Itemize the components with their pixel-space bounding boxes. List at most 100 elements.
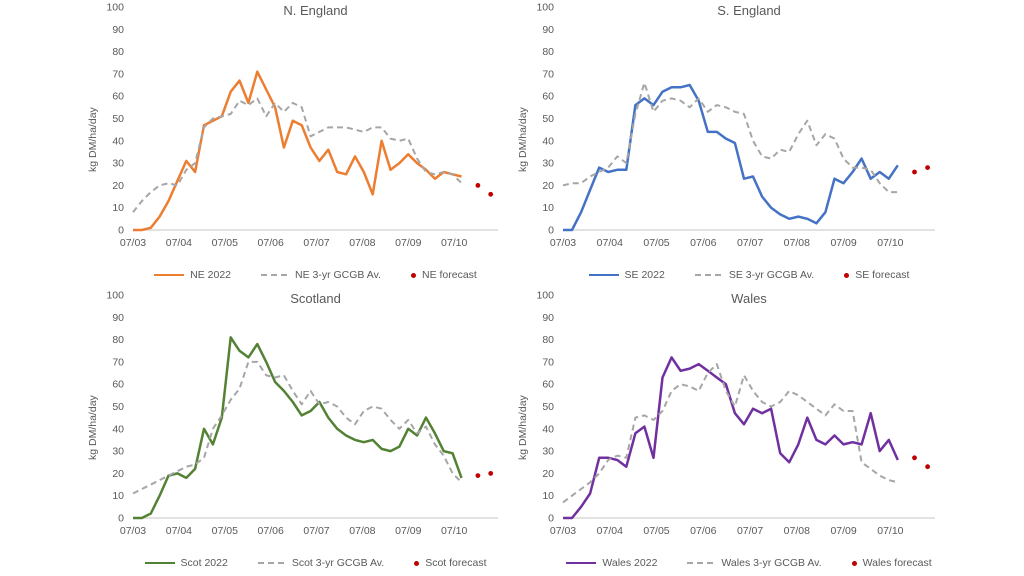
svg-text:10: 10 <box>112 202 124 214</box>
svg-text:80: 80 <box>542 46 554 58</box>
legend-item-average: SE 3-yr GCGB Av. <box>694 269 815 281</box>
chart-panel-s-england: 0 10 20 30 40 50 60 70 80 90 100 07/03 07/04 07/05 07/… <box>512 0 1024 288</box>
svg-text:90: 90 <box>112 312 124 324</box>
svg-text:80: 80 <box>112 46 124 58</box>
svg-text:07/04: 07/04 <box>597 237 623 249</box>
svg-text:07/06: 07/06 <box>258 237 284 249</box>
svg-text:07/07: 07/07 <box>737 525 763 537</box>
legend-label: Scot forecast <box>425 557 487 569</box>
chart-canvas-wales: 0 10 20 30 40 50 60 70 80 90 100 07/03 07/04 07/05 07/… <box>536 290 935 537</box>
legend-item-forecast: NE forecast <box>410 269 477 281</box>
svg-text:40: 40 <box>112 423 124 435</box>
legend-dashed-swatch <box>257 561 286 565</box>
svg-text:07/08: 07/08 <box>349 237 375 249</box>
svg-text:07/03: 07/03 <box>120 237 146 249</box>
svg-text:60: 60 <box>112 379 124 391</box>
svg-text:07/05: 07/05 <box>212 525 238 537</box>
svg-text:50: 50 <box>112 401 124 413</box>
y-axis-label: kg DM/ha/day <box>87 395 99 461</box>
svg-text:07/03: 07/03 <box>120 525 146 537</box>
svg-text:07/10: 07/10 <box>441 525 467 537</box>
svg-text:40: 40 <box>112 135 124 147</box>
svg-text:20: 20 <box>112 468 124 480</box>
chart-title-scotland: Scotland <box>290 291 341 306</box>
svg-text:50: 50 <box>542 401 554 413</box>
legend-line-swatch <box>154 273 185 277</box>
svg-text:100: 100 <box>106 290 124 302</box>
svg-text:10: 10 <box>542 202 554 214</box>
y-axis-label: kg DM/ha/day <box>517 395 529 461</box>
chart-legend: SE 2022 SE 3-yr GCGB Av. SE forecast <box>512 269 986 281</box>
svg-text:07/09: 07/09 <box>830 237 856 249</box>
svg-text:80: 80 <box>112 334 124 346</box>
legend-dot-swatch <box>414 560 420 566</box>
svg-text:0: 0 <box>548 513 554 525</box>
legend-label: Scot 3-yr GCGB Av. <box>291 557 385 569</box>
svg-text:60: 60 <box>112 91 124 103</box>
legend-label: SE 2022 <box>624 269 665 281</box>
legend-item-2022: SE 2022 <box>588 269 665 281</box>
legend-dashed-swatch <box>687 561 716 565</box>
svg-text:70: 70 <box>112 356 124 368</box>
svg-text:07/03: 07/03 <box>550 525 576 537</box>
svg-text:07/08: 07/08 <box>784 237 810 249</box>
svg-text:60: 60 <box>542 379 554 391</box>
svg-text:20: 20 <box>542 468 554 480</box>
chart-panel-scotland: 0 10 20 30 40 50 60 70 80 90 100 07/03 07/04 07/05 07/… <box>0 288 512 576</box>
chart-legend: Scot 2022 Scot 3-yr GCGB Av. Scot foreca… <box>0 557 631 569</box>
svg-text:0: 0 <box>118 225 124 237</box>
svg-text:10: 10 <box>112 490 124 502</box>
svg-text:10: 10 <box>542 490 554 502</box>
svg-text:07/04: 07/04 <box>597 525 623 537</box>
legend-item-average: Scot 3-yr GCGB Av. <box>257 557 385 569</box>
chart-canvas-s-england: 0 10 20 30 40 50 60 70 80 90 100 07/03 07/04 07/05 07/… <box>536 2 935 249</box>
legend-item-forecast: Scot forecast <box>414 557 486 569</box>
svg-text:07/10: 07/10 <box>877 237 903 249</box>
chart-title-s-england: S. England <box>717 3 781 18</box>
svg-text:07/04: 07/04 <box>166 237 192 249</box>
legend-label: SE 3-yr GCGB Av. <box>728 269 815 281</box>
legend-item-2022: Scot 2022 <box>144 557 228 569</box>
svg-text:50: 50 <box>112 113 124 125</box>
svg-text:60: 60 <box>542 91 554 103</box>
svg-text:30: 30 <box>112 158 124 170</box>
legend-item-forecast: Wales forecast <box>851 557 932 569</box>
legend-item-average: Wales 3-yr GCGB Av. <box>687 557 822 569</box>
svg-text:30: 30 <box>112 446 124 458</box>
svg-text:07/07: 07/07 <box>737 237 763 249</box>
svg-text:07/09: 07/09 <box>830 525 856 537</box>
y-axis-label: kg DM/ha/day <box>87 107 99 173</box>
svg-text:07/07: 07/07 <box>303 525 329 537</box>
svg-text:80: 80 <box>542 334 554 346</box>
svg-text:0: 0 <box>118 513 124 525</box>
svg-text:70: 70 <box>542 68 554 80</box>
legend-label: NE forecast <box>421 269 477 281</box>
svg-text:07/03: 07/03 <box>550 237 576 249</box>
svg-text:70: 70 <box>112 68 124 80</box>
legend-label: SE forecast <box>855 269 910 281</box>
svg-text:100: 100 <box>536 2 554 14</box>
svg-text:07/06: 07/06 <box>690 525 716 537</box>
y-axis-label: kg DM/ha/day <box>517 107 529 173</box>
svg-text:30: 30 <box>542 158 554 170</box>
svg-text:0: 0 <box>548 225 554 237</box>
svg-text:07/08: 07/08 <box>784 525 810 537</box>
legend-item-forecast: SE forecast <box>844 269 909 281</box>
legend-line-swatch <box>566 561 597 565</box>
svg-text:07/05: 07/05 <box>212 237 238 249</box>
chart-panel-n-england: 0 10 20 30 40 50 60 70 80 90 100 07/03 07/04 07/05 07/… <box>0 0 512 288</box>
svg-text:70: 70 <box>542 356 554 368</box>
legend-line-swatch <box>144 561 175 565</box>
legend-label: NE 3-yr GCGB Av. <box>295 269 381 281</box>
legend-label: Wales forecast <box>862 557 932 569</box>
legend-label: Scot 2022 <box>180 557 228 569</box>
chart-panel-wales: 0 10 20 30 40 50 60 70 80 90 100 07/03 07/04 07/05 07/… <box>512 288 1024 576</box>
svg-text:40: 40 <box>542 135 554 147</box>
svg-text:07/06: 07/06 <box>690 237 716 249</box>
svg-text:07/05: 07/05 <box>643 237 669 249</box>
legend-dot-swatch <box>410 272 416 278</box>
legend-dashed-swatch <box>261 273 290 277</box>
svg-text:90: 90 <box>112 24 124 36</box>
svg-text:90: 90 <box>542 24 554 36</box>
